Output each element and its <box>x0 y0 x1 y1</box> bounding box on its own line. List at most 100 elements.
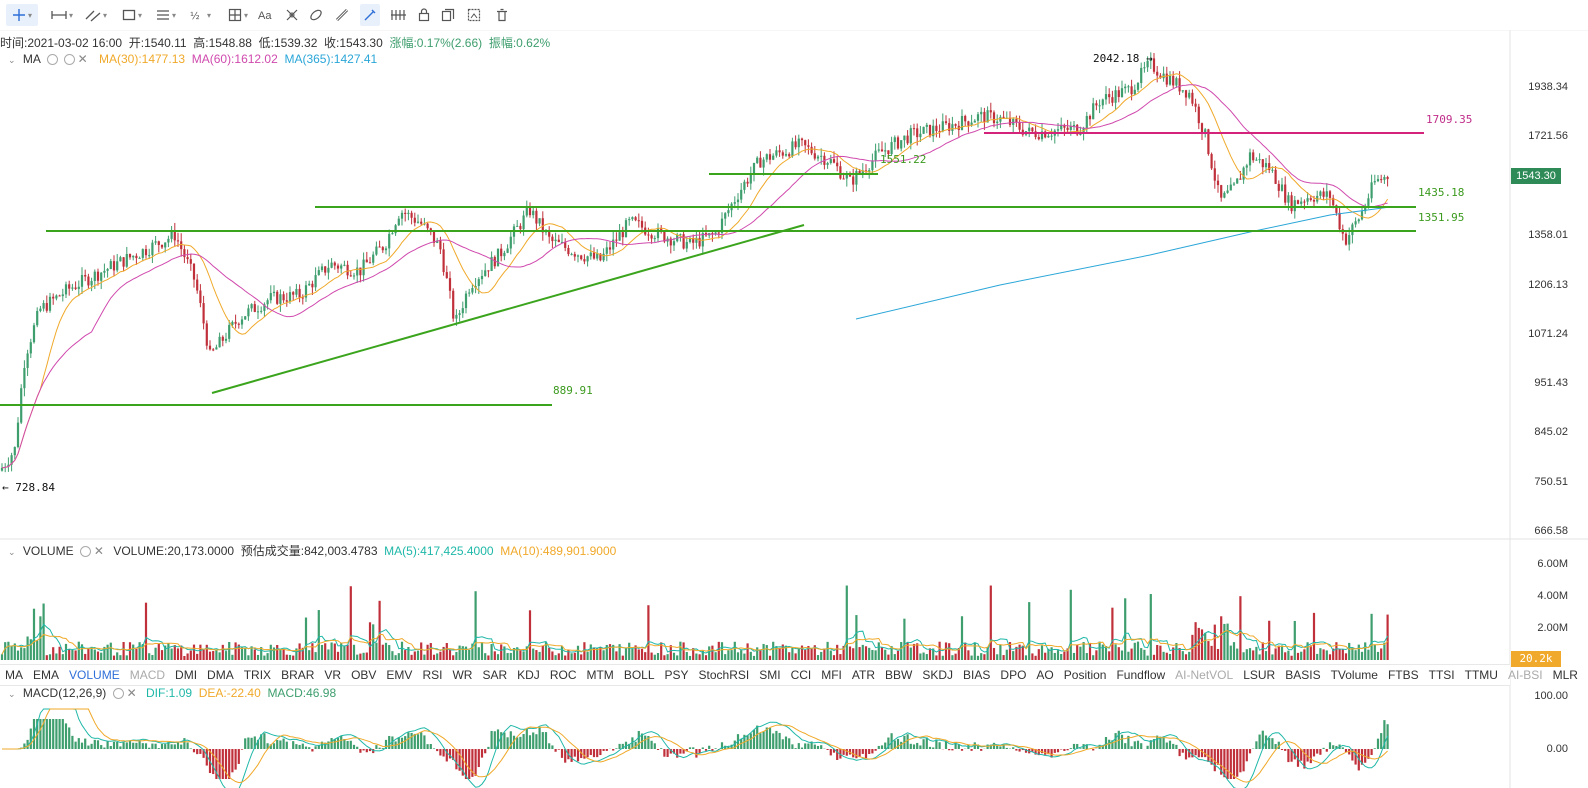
bars-tool[interactable] <box>388 4 408 26</box>
settings-icon[interactable] <box>112 688 124 700</box>
candle-body <box>320 266 324 271</box>
screenshot-tool[interactable] <box>464 4 484 26</box>
magnet-tool[interactable] <box>306 4 326 26</box>
macd-bar <box>1159 736 1162 749</box>
fibonacci-tool[interactable]: ½ ▾ <box>184 4 216 26</box>
settings-icon[interactable] <box>79 546 91 558</box>
indicator-tab-bbw[interactable]: BBW <box>885 668 913 682</box>
indicator-tab-macd[interactable]: MACD <box>129 668 166 682</box>
indicator-tab-ai-bsi[interactable]: AI-BSI <box>1507 668 1543 682</box>
indicator-tab-trix[interactable]: TRIX <box>243 668 272 682</box>
indicator-tab-emv[interactable]: EMV <box>386 668 413 682</box>
volume-bar <box>602 650 605 660</box>
close-icon[interactable]: ✕ <box>126 686 137 700</box>
parallel-lines-tool[interactable]: ▾ <box>150 4 182 26</box>
collapse-icon[interactable]: ⌄ <box>8 547 16 557</box>
macd-bar <box>1220 749 1223 775</box>
indicator-tab-ftbs[interactable]: FTBS <box>1387 668 1419 682</box>
indicator-tab-ttmu[interactable]: TTMU <box>1464 668 1498 682</box>
eye-icon[interactable] <box>46 54 58 66</box>
indicator-tab-wr[interactable]: WR <box>452 668 473 682</box>
indicator-tab-position[interactable]: Position <box>1063 668 1107 682</box>
volume-bar <box>784 645 788 660</box>
indicator-tab-smi[interactable]: SMI <box>759 668 781 682</box>
indicator-tab-dma[interactable]: DMA <box>207 668 234 682</box>
macd-bar <box>852 749 855 758</box>
indicator-tab-stochrsi[interactable]: StochRSI <box>698 668 750 682</box>
macd-bar <box>784 736 788 749</box>
indicator-tab-mfi[interactable]: MFI <box>821 668 842 682</box>
indicator-tab-ttsi[interactable]: TTSI <box>1428 668 1455 682</box>
volume-bar <box>1370 613 1373 660</box>
indicator-tab-ai-netvol[interactable]: AI-NetVOL <box>1175 668 1234 682</box>
indicator-tab-cci[interactable]: CCI <box>790 668 812 682</box>
volume-bar <box>864 646 868 660</box>
indicator-tab-lsur[interactable]: LSUR <box>1243 668 1276 682</box>
indicator-tab-boll[interactable]: BOLL <box>623 668 655 682</box>
brush-tool[interactable] <box>360 4 380 26</box>
indicator-tab-sar[interactable]: SAR <box>482 668 508 682</box>
chevron-down-icon: ▾ <box>102 10 107 20</box>
volume-bar <box>615 651 618 660</box>
close-icon[interactable]: ✕ <box>77 52 88 66</box>
text-tool[interactable]: Aa <box>256 4 276 26</box>
volume-bar <box>765 645 768 660</box>
indicator-tab-basis[interactable]: BASIS <box>1285 668 1321 682</box>
indicator-tab-mtm[interactable]: MTM <box>586 668 614 682</box>
moving-average-lines <box>1 73 1391 469</box>
collapse-icon[interactable]: ⌄ <box>8 689 16 699</box>
indicator-tab-roc[interactable]: ROC <box>549 668 577 682</box>
ma30-line <box>1 73 1389 469</box>
layers-tool[interactable] <box>438 4 458 26</box>
ruler-tool[interactable] <box>332 4 352 26</box>
indicator-tab-dpo[interactable]: DPO <box>1000 668 1027 682</box>
collapse-icon[interactable]: ⌄ <box>8 55 16 65</box>
volume-bar <box>890 646 893 660</box>
volume-bar <box>685 651 688 660</box>
indicator-tab-vr[interactable]: VR <box>324 668 342 682</box>
indicator-tab-fundflow[interactable]: Fundflow <box>1116 668 1166 682</box>
volume-bar <box>496 654 500 660</box>
indicator-tab-brar[interactable]: BRAR <box>281 668 315 682</box>
indicator-tab-ma[interactable]: MA <box>5 668 23 682</box>
measure-tool[interactable]: ▾ <box>222 4 254 26</box>
indicator-tab-skdj[interactable]: SKDJ <box>922 668 954 682</box>
indicator-tab-kdj[interactable]: KDJ <box>517 668 540 682</box>
close-icon[interactable]: ✕ <box>93 544 104 558</box>
volume-bar <box>1085 653 1088 660</box>
lock-tool[interactable] <box>414 4 434 26</box>
volume-bar <box>740 650 743 660</box>
svg-text:½: ½ <box>190 10 200 22</box>
trend-line-tool[interactable]: ▾ <box>80 4 112 26</box>
indicator-tab-rsi[interactable]: RSI <box>422 668 443 682</box>
indicator-tab-obv[interactable]: OBV <box>351 668 377 682</box>
volume-bar <box>71 649 74 660</box>
candle-body <box>1268 163 1271 170</box>
crosshair-tool[interactable]: ▾ <box>6 4 38 26</box>
volume-bar <box>647 605 650 660</box>
volume-bar <box>231 654 234 660</box>
indicator-tab-volume[interactable]: VOLUME <box>69 668 120 682</box>
trend-line-icon <box>85 8 101 22</box>
indicator-tab-ao[interactable]: AO <box>1036 668 1054 682</box>
indicator-tab-psy[interactable]: PSY <box>664 668 689 682</box>
volume-bar <box>1152 654 1156 660</box>
indicator-tab-ema[interactable]: EMA <box>33 668 60 682</box>
settings-icon[interactable] <box>63 54 75 66</box>
indicator-tab-mlr[interactable]: MLR <box>1552 668 1578 682</box>
pattern-tool[interactable] <box>282 4 302 26</box>
indicator-tab-dmi[interactable]: DMI <box>175 668 198 682</box>
candle-body <box>1184 90 1188 98</box>
macd-axis-label: 100.00 <box>1534 690 1568 702</box>
trash-tool[interactable] <box>492 4 512 26</box>
indicator-tab-bias[interactable]: BIAS <box>963 668 991 682</box>
indicator-tab-tvolume[interactable]: TVolume <box>1330 668 1378 682</box>
indicator-tab-atr[interactable]: ATR <box>851 668 876 682</box>
candle-body <box>340 265 343 269</box>
macd-bar <box>1044 749 1047 755</box>
rectangle-tool[interactable]: ▾ <box>116 4 148 26</box>
horizontal-line-tool[interactable]: ▾ <box>46 4 78 26</box>
candle-body <box>685 241 688 249</box>
volume-bar <box>477 647 480 660</box>
